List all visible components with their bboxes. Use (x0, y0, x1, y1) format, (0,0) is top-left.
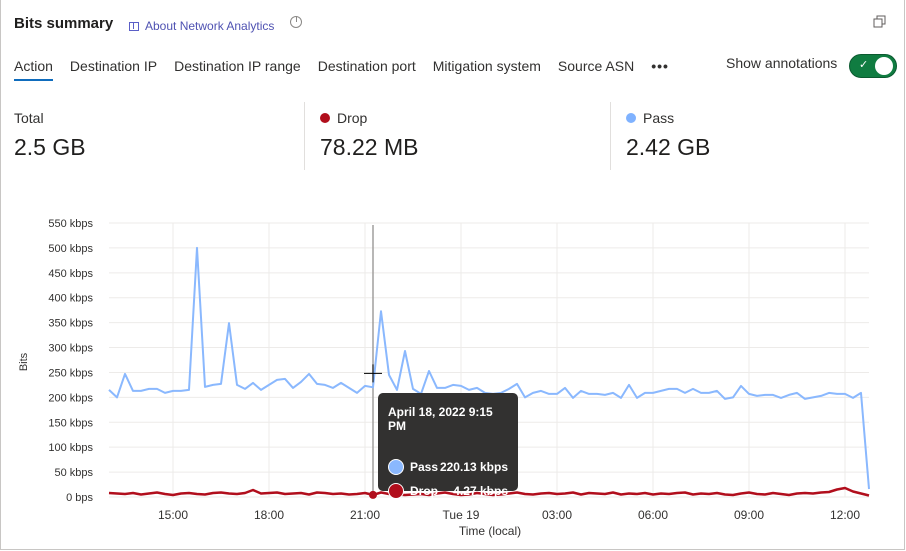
show-annotations-label: Show annotations (726, 55, 838, 71)
y-tick-label: 300 kbps (48, 343, 93, 355)
tab-mitigation-system[interactable]: Mitigation system (432, 58, 541, 74)
crosshair-cursor-icon (364, 364, 382, 383)
stat-label: Total (14, 110, 44, 126)
y-tick-label: 450 kbps (48, 268, 93, 280)
stat-value: 78.22 MB (320, 134, 419, 160)
stat-value: 2.5 GB (14, 134, 86, 160)
about-network-analytics-link[interactable]: About Network Analytics (129, 19, 274, 33)
clock-icon[interactable] (290, 16, 302, 28)
stat-pass: Pass 2.42 GB (626, 110, 710, 161)
divider (610, 102, 611, 170)
pass-circle-icon (388, 459, 404, 475)
about-link-label: About Network Analytics (145, 19, 275, 33)
stat-label: Pass (643, 110, 675, 126)
y-tick-label: 250 kbps (48, 367, 93, 379)
stat-label: Drop (337, 110, 368, 126)
y-tick-label: 50 kbps (54, 467, 93, 479)
tab-destination-ip-range[interactable]: Destination IP range (174, 58, 301, 74)
y-tick-label: 500 kbps (48, 243, 93, 255)
tooltip-series-name: Drop (410, 484, 438, 498)
x-tick-label: 21:00 (350, 508, 380, 522)
y-tick-label: 400 kbps (48, 293, 93, 305)
tooltip-series-value: 4.27 kbps (453, 484, 508, 498)
x-tick-label: 15:00 (158, 508, 188, 522)
card-title: Bits summary (14, 15, 114, 32)
tooltip-row-pass: Pass 220.13 kbps (388, 459, 508, 475)
tooltip-series-value: 220.13 kbps (439, 460, 508, 474)
stat-total: Total 2.5 GB (14, 110, 86, 161)
bits-chart[interactable]: Bits Time (local) 0 bps 50 kbps 100 kbps 15… (1, 200, 906, 550)
y-tick-label: 150 kbps (48, 417, 93, 429)
y-tick-label: 100 kbps (48, 442, 93, 454)
check-icon: ✓ (859, 59, 869, 71)
x-tick-label: 03:00 (542, 508, 572, 522)
tooltip-series-name: Pass (410, 460, 439, 474)
tab-source-asn[interactable]: Source ASN (557, 58, 635, 74)
drop-dot-icon (320, 113, 330, 123)
stat-drop: Drop 78.22 MB (320, 110, 418, 161)
tab-action[interactable]: Action (14, 58, 53, 81)
more-tabs-button[interactable]: ••• (651, 58, 669, 74)
x-tick-label: 09:00 (734, 508, 764, 522)
restore-icon[interactable] (873, 15, 886, 28)
tab-destination-port[interactable]: Destination port (317, 58, 416, 74)
x-tick-label: Tue 19 (443, 508, 480, 522)
divider (304, 102, 305, 170)
chart-tooltip: April 18, 2022 9:15 PM Pass 220.13 kbps D… (378, 393, 518, 499)
stat-value: 2.42 GB (626, 134, 711, 160)
y-axis-label: Bits (18, 352, 30, 371)
y-tick-label: 550 kbps (48, 218, 93, 230)
show-annotations-toggle[interactable]: ✓ (849, 54, 897, 78)
tooltip-title: April 18, 2022 9:15 PM (388, 405, 493, 433)
drop-circle-icon (388, 483, 404, 499)
y-tick-label: 200 kbps (48, 392, 93, 404)
y-tick-label: 0 bps (66, 492, 93, 504)
hover-point-drop (369, 490, 377, 499)
x-axis-label: Time (local) (459, 524, 521, 538)
pass-dot-icon (626, 113, 636, 123)
toggle-knob (875, 57, 893, 75)
tab-destination-ip[interactable]: Destination IP (69, 58, 158, 74)
book-icon (129, 21, 139, 31)
tab-bar: Action Destination IP Destination IP ran… (14, 58, 669, 81)
x-tick-label: 12:00 (830, 508, 860, 522)
x-tick-label: 06:00 (638, 508, 668, 522)
x-tick-label: 18:00 (254, 508, 284, 522)
tooltip-row-drop: Drop 4.27 kbps (388, 483, 508, 499)
y-tick-label: 350 kbps (48, 318, 93, 330)
series-line-drop (108, 486, 870, 497)
